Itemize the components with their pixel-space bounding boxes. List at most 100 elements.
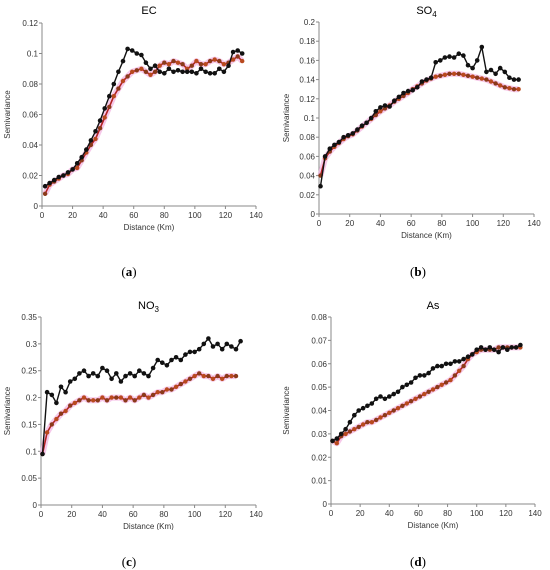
data-point [496,345,501,350]
data-point [166,61,172,67]
data-point [134,68,139,73]
data-point [435,363,440,369]
data-point [422,373,427,378]
data-point [173,384,179,389]
x-tick-label: 140 [249,510,263,519]
data-point [470,352,475,357]
data-point [111,81,117,87]
data-point [443,380,449,385]
data-point [233,373,239,379]
data-point [221,61,227,67]
series-line [319,73,519,176]
data-point [452,359,458,364]
x-tick-label: 0 [39,510,44,519]
data-point [230,49,236,55]
y-tick-label: 0 [33,501,38,510]
series-line [41,372,236,455]
data-point [146,395,151,400]
data-point [408,399,414,404]
data-point [187,349,193,355]
data-point [58,384,64,390]
data-point [488,79,494,84]
data-point [118,379,124,384]
x-axis-label: Distance (Km) [401,231,452,240]
data-point [217,58,222,64]
data-point [401,90,406,96]
x-tick-label: 80 [160,211,169,220]
x-axis-label: Distance (Km) [408,521,459,530]
data-point [487,345,493,350]
series-line [319,46,519,187]
data-point [192,349,197,355]
data-point [183,379,188,384]
data-point [164,387,170,392]
data-point [240,58,245,64]
data-point [180,61,185,67]
data-point [120,58,126,64]
x-tick-label: 80 [437,219,446,228]
data-point [442,72,448,78]
data-point [81,368,87,373]
data-point [364,120,369,126]
data-point [56,174,62,180]
data-point [215,341,220,347]
data-point [194,71,199,76]
data-point [77,371,82,376]
data-point [123,398,128,403]
data-point [125,74,130,79]
y-tick-label: 0.35 [21,313,37,322]
data-point [433,74,438,79]
data-point [54,400,59,406]
y-tick-label: 0.16 [299,56,315,65]
y-axis-label: Semivariance [282,386,291,435]
data-point [378,394,383,399]
data-point [116,86,121,91]
x-tick-label: 40 [376,219,385,228]
y-tick-label: 0.02 [299,191,315,200]
data-point [210,376,216,381]
data-point [63,389,68,395]
data-point [352,427,357,432]
data-point [509,345,514,350]
data-point [97,118,103,123]
data-point [201,373,206,379]
data-point [79,154,84,160]
data-point [49,422,54,427]
x-tick-label: 100 [466,219,480,228]
data-point [422,391,427,397]
data-point [134,51,140,56]
data-point [171,58,176,64]
y-tick-label: 0.15 [21,420,37,429]
data-point [438,73,443,79]
data-point [206,373,211,379]
data-point [497,65,503,71]
data-point [44,430,50,435]
x-tick-label: 20 [68,211,77,220]
data-point [478,345,484,350]
y-tick-label: 0.06 [299,152,315,161]
data-point [368,115,374,121]
data-point [396,94,402,100]
data-point [484,69,489,75]
y-tick-label: 0.1 [304,114,316,123]
y-tick-label: 0 [34,202,39,211]
data-point [493,71,498,77]
data-point [72,400,78,406]
data-point [470,74,475,79]
y-tick-label: 0.08 [299,133,315,142]
data-point [334,441,339,446]
data-point [169,387,174,392]
caption-c: (c) [121,554,137,569]
x-tick-label: 60 [129,510,138,519]
chart-title: NO3 [138,300,160,314]
data-point [438,58,443,63]
data-point [235,54,240,59]
data-point [143,60,149,65]
data-point [413,375,418,381]
x-tick-label: 60 [414,509,423,518]
data-point [318,183,323,189]
data-point [417,373,423,378]
data-point [180,69,185,75]
y-tick-label: 0.2 [26,394,38,403]
data-point [203,69,208,75]
